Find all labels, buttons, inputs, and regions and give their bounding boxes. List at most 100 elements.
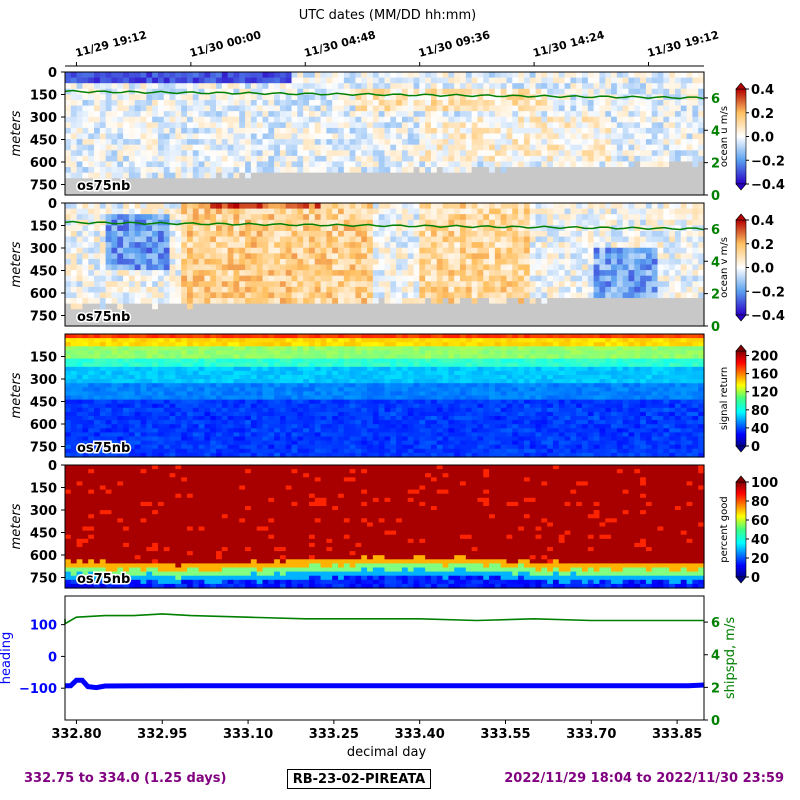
heatmap-cell-v [587, 314, 595, 322]
heatmap-cell-v [535, 309, 542, 316]
heatmap-cell-v [692, 208, 699, 215]
heatmap-cell-v [88, 230, 95, 238]
heatmap-cell-u [506, 172, 513, 179]
heatmap-cell-v [326, 242, 333, 249]
heatmap-cell-u [134, 111, 142, 118]
heatmap-cell-v [564, 320, 571, 327]
heatmap-cell-v [204, 236, 211, 243]
heatmap-cell-u [198, 167, 206, 174]
heatmap-cell-u [587, 105, 595, 112]
heatmap-cell-v [239, 281, 246, 288]
heatmap-cell-u [471, 183, 479, 191]
heatmap-cell-v [152, 264, 159, 271]
heatmap-cell-u [76, 144, 84, 151]
heatmap-cell-u [76, 139, 84, 146]
heatmap-cell-u [413, 94, 420, 101]
heatmap-cell-v [192, 236, 200, 243]
heatmap-cell-v [587, 247, 595, 254]
heatmap-cell-u [512, 127, 519, 135]
heatmap-cell-v [105, 309, 113, 316]
heatmap-cell-u [564, 161, 571, 168]
heatmap-cell-v [192, 314, 200, 322]
heatmap-cell-v [308, 314, 316, 322]
heatmap-cell-v [547, 236, 554, 243]
heatmap-cell-v [181, 314, 188, 322]
heatmap-cell-u [367, 139, 374, 146]
heatmap-cell-u [523, 167, 531, 174]
heatmap-cell-signal [65, 416, 72, 421]
heatmap-cell-u [390, 88, 397, 95]
heatmap-cell-v [663, 208, 670, 215]
heatmap-cell-u [570, 144, 577, 151]
heatmap-cell-v [454, 242, 461, 249]
heatmap-cell-u [140, 111, 147, 118]
heatmap-cell-v [157, 286, 165, 294]
heatmap-cell-v [338, 320, 345, 327]
heatmap-cell-v [123, 314, 130, 322]
heatmap-cell-v [204, 292, 211, 299]
heatmap-cell-v [198, 309, 206, 316]
heatmap-cell-v [186, 230, 194, 238]
heatmap-cell-u [518, 155, 525, 163]
heatmap-cell-v [186, 203, 194, 210]
heatmap-cell-v [680, 247, 688, 254]
heatmap-cell-u [483, 77, 490, 84]
heatmap-cell-u [489, 127, 496, 135]
heatmap-cell-u [396, 105, 403, 112]
heatmap-cell-v [523, 281, 531, 288]
heatmap-cell-v [651, 309, 659, 316]
heatmap-cell-v [268, 320, 275, 327]
heatmap-cell-u [442, 155, 449, 163]
heatmap-cell-u [436, 133, 444, 140]
heatmap-cell-u [181, 77, 188, 84]
heatmap-cell-u [698, 183, 705, 191]
heatmap-cell-u [425, 189, 432, 196]
heatmap-cell-signal [82, 391, 89, 397]
heatmap-cell-v [512, 286, 519, 294]
heatmap-cell-u [541, 133, 548, 140]
heatmap-cell-u [181, 116, 188, 123]
heatmap-cell-u [128, 167, 136, 174]
heatmap-cell-u [70, 172, 78, 179]
heatmap-cell-v [407, 253, 415, 260]
heatmap-cell-u [518, 161, 525, 168]
heatmap-cell-v [157, 314, 165, 322]
heatmap-cell-u [320, 144, 328, 151]
heatmap-cell-v [128, 253, 136, 260]
heatmap-cell-u [593, 144, 601, 151]
heatmap-cell-v [686, 203, 693, 210]
heatmap-cell-u [146, 161, 153, 168]
heatmap-cell-v [651, 286, 659, 294]
heatmap-cell-v [442, 242, 449, 249]
heatmap-cell-v [599, 264, 606, 271]
heatmap-cell-v [384, 242, 391, 249]
heatmap-cell-v [355, 286, 362, 294]
heatmap-cell-u [245, 72, 252, 79]
heatmap-cell-v [512, 242, 519, 249]
heatmap-cell-u [523, 144, 531, 151]
heatmap-cell-u [651, 99, 659, 107]
heatmap-cell-u [558, 144, 566, 151]
heatmap-cell-u [634, 150, 641, 157]
heatmap-cell-v [105, 225, 113, 232]
heatmap-cell-u [250, 105, 258, 112]
heatmap-cell-u [657, 99, 664, 107]
heatmap-cell-u [297, 178, 304, 185]
heatmap-cell-v [477, 258, 484, 266]
heatmap-cell-u [582, 83, 589, 90]
heatmap-cell-u [70, 83, 78, 90]
heatmap-cell-v [152, 242, 159, 249]
heatmap-cell-v [76, 253, 84, 260]
heatmap-cell-u [268, 155, 275, 163]
heatmap-cell-u [216, 77, 223, 84]
heatmap-cell-u [268, 189, 275, 196]
heatmap-cell-u [204, 88, 211, 95]
heatmap-cell-v [605, 270, 612, 277]
heatmap-cell-v [605, 247, 612, 254]
heatmap-cell-v [512, 219, 519, 226]
heatmap-cell-v [123, 264, 130, 271]
heatmap-cell-u [576, 72, 583, 79]
heatmap-cell-u [611, 122, 618, 129]
heatmap-cell-u [460, 77, 467, 84]
heatmap-cell-u [570, 77, 577, 84]
